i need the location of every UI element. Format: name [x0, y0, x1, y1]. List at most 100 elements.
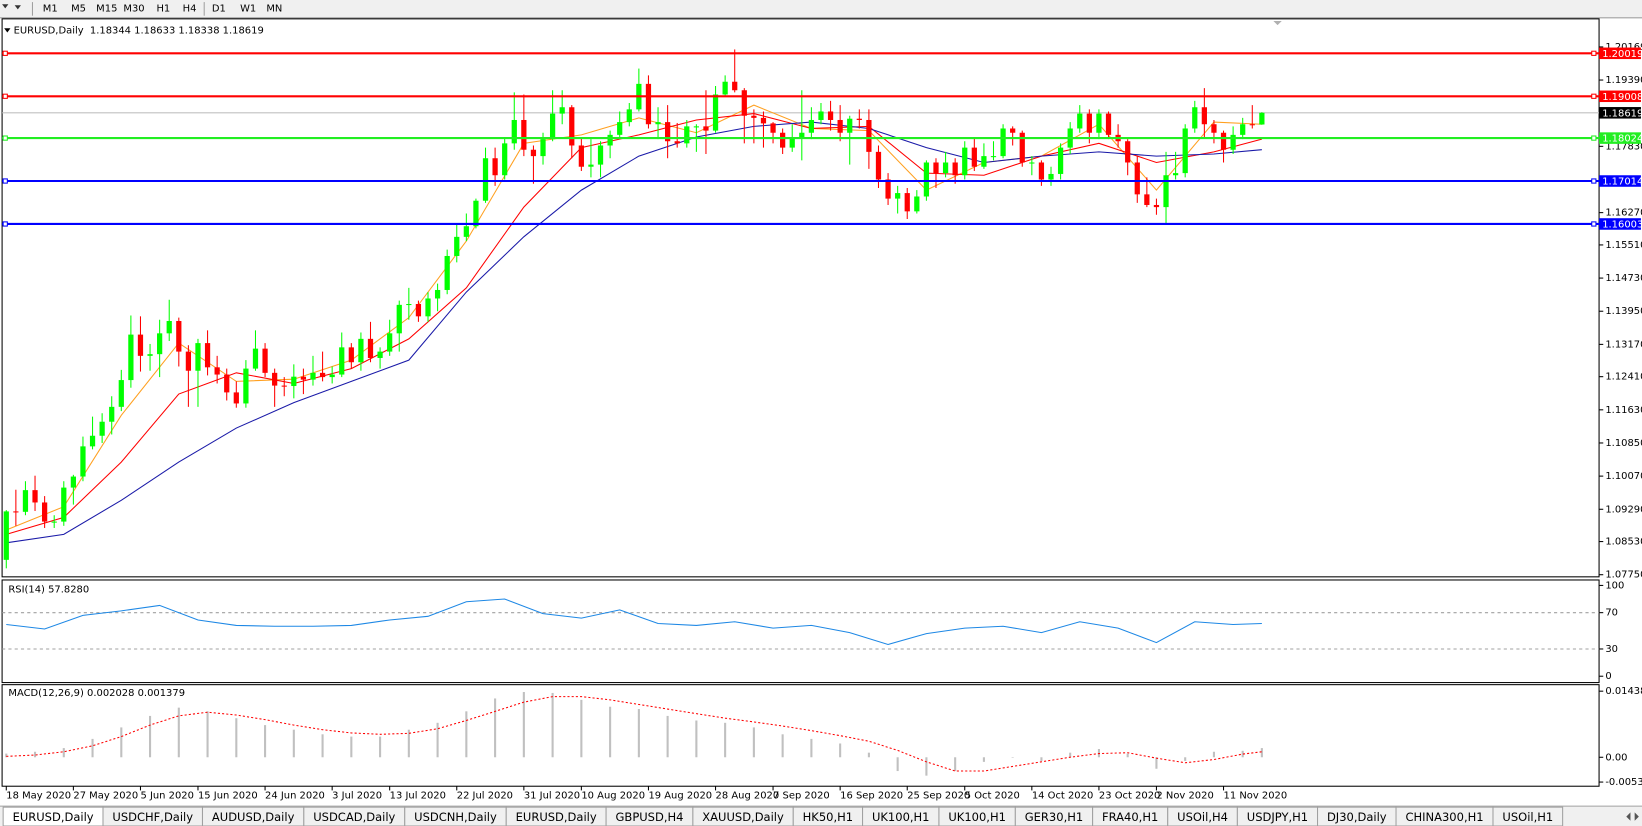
current-price-label: 1.18619: [1602, 108, 1642, 119]
timeframe-button[interactable]: MN: [266, 3, 282, 14]
level-label: 1.20019: [1602, 49, 1642, 60]
candle-body: [233, 392, 239, 404]
candle-body: [1010, 128, 1016, 133]
symbol-tab-label[interactable]: FRA40,H1: [1102, 810, 1158, 824]
candle-body: [482, 158, 489, 201]
candle-body: [904, 193, 910, 212]
symbol-tab[interactable]: [1492, 806, 1564, 826]
level-anchor[interactable]: [1591, 50, 1597, 56]
timeframe-button[interactable]: M15: [96, 3, 117, 14]
level-anchor[interactable]: [1591, 178, 1597, 184]
macd-bar: [62, 748, 65, 758]
candle-body: [473, 200, 479, 227]
symbol-tab-label[interactable]: USOil,H1: [1502, 810, 1553, 824]
macd-bar: [1011, 757, 1014, 758]
macd-bar: [5, 753, 8, 758]
tab-scroll-left[interactable]: [1626, 812, 1631, 821]
candle-body: [569, 107, 575, 146]
candle-body: [511, 119, 517, 144]
level-anchor[interactable]: [2, 135, 8, 141]
symbol-tab-label[interactable]: EURUSD,Daily: [516, 810, 597, 824]
macd-panel: [1, 684, 1600, 787]
toolbar-dropdown[interactable]: [14, 5, 21, 10]
level-label: 1.17014: [1602, 177, 1642, 188]
symbol-tab-label[interactable]: USOil,H4: [1177, 810, 1228, 824]
symbol-tab-label[interactable]: USDJPY,H1: [1247, 810, 1308, 824]
candle-body: [875, 151, 882, 180]
candle-body: [1211, 124, 1217, 133]
rsi-title: RSI(14) 57.8280: [8, 584, 89, 595]
symbol-tab-label[interactable]: UK100,H1: [872, 810, 930, 824]
level-anchor[interactable]: [2, 178, 8, 184]
level-anchor[interactable]: [1591, 221, 1597, 227]
level-label-box: [1599, 175, 1641, 187]
symbol-tab-label[interactable]: UK100,H1: [948, 810, 1006, 824]
toolbar-icon[interactable]: [2, 4, 9, 9]
collapse-arrow[interactable]: [4, 28, 11, 33]
timeframe-button[interactable]: H4: [183, 3, 197, 14]
candle-body: [990, 156, 997, 158]
macd-bar: [235, 718, 238, 758]
timeframe-button[interactable]: D1: [212, 3, 226, 14]
timeframe-button[interactable]: M5: [71, 3, 86, 14]
macd-bar: [609, 706, 612, 758]
symbol-tab-label[interactable]: HK50,H1: [803, 810, 853, 824]
timeframe-button[interactable]: H1: [156, 3, 170, 14]
level-anchor[interactable]: [2, 50, 8, 56]
x-tick-label: 19 Aug 2020: [648, 791, 712, 802]
x-tick-label: 27 May 2020: [73, 791, 138, 802]
tab-scroll[interactable]: [1618, 808, 1642, 825]
level-anchor[interactable]: [1591, 135, 1597, 141]
candle-body: [166, 321, 172, 334]
symbol-tab-label[interactable]: USDCNH,Daily: [414, 810, 497, 824]
symbol-tab-label[interactable]: CHINA300,H1: [1405, 810, 1483, 824]
symbol-tab-label[interactable]: USDCAD,Daily: [313, 810, 395, 824]
symbol-tab-label[interactable]: USDCHF,Daily: [112, 810, 193, 824]
symbol-tab-label[interactable]: EURUSD,Daily: [13, 810, 94, 824]
candle-body: [1086, 113, 1092, 133]
candle-body: [1240, 124, 1246, 135]
candle-body: [358, 338, 364, 363]
x-tick-label: 5 Jun 2020: [140, 791, 193, 802]
candle-body: [540, 139, 546, 157]
level-anchor[interactable]: [2, 93, 8, 99]
macd-bar: [1241, 750, 1244, 758]
macd-bar: [465, 711, 468, 758]
candle-body: [1134, 162, 1140, 195]
candle-body: [406, 304, 412, 306]
x-tick-label: 24 Jun 2020: [265, 791, 325, 802]
candle-body: [933, 162, 939, 174]
x-tick-label: 14 Oct 2020: [1032, 791, 1093, 802]
candle-body: [1172, 173, 1179, 176]
timeframe-button[interactable]: M1: [43, 3, 58, 14]
candle-body: [42, 502, 48, 522]
symbol-tab-label[interactable]: GER30,H1: [1025, 810, 1083, 824]
level-anchor[interactable]: [2, 221, 8, 227]
macd-bar: [752, 727, 755, 758]
candle-body: [147, 354, 153, 356]
level-label-box: [1599, 90, 1641, 103]
candle-body: [789, 136, 795, 148]
candle-body: [530, 149, 537, 157]
y-tick-label: 30: [1605, 644, 1618, 655]
symbol-tab-label[interactable]: AUDUSD,Daily: [212, 810, 295, 824]
candle-body: [1182, 128, 1188, 174]
candle-body: [808, 119, 815, 133]
tab-scroll-right[interactable]: [1634, 812, 1639, 821]
symbol-tab-label[interactable]: GBPUSD,H4: [616, 810, 684, 824]
candle-body: [703, 126, 709, 131]
candle-body: [607, 134, 613, 146]
symbol-tab-label[interactable]: XAUUSD,Daily: [702, 810, 784, 824]
level-anchor[interactable]: [1591, 93, 1597, 99]
macd-bar: [407, 729, 410, 758]
symbol-tab-label[interactable]: DJ30,Daily: [1327, 810, 1387, 824]
timeframe-button[interactable]: W1: [240, 3, 256, 14]
candle-body: [971, 147, 977, 167]
candle-body: [492, 158, 498, 176]
macd-bar: [551, 692, 554, 758]
candle-body: [434, 289, 441, 299]
y-tick-label: 0: [1605, 671, 1611, 682]
timeframe-button[interactable]: M30: [123, 3, 144, 14]
